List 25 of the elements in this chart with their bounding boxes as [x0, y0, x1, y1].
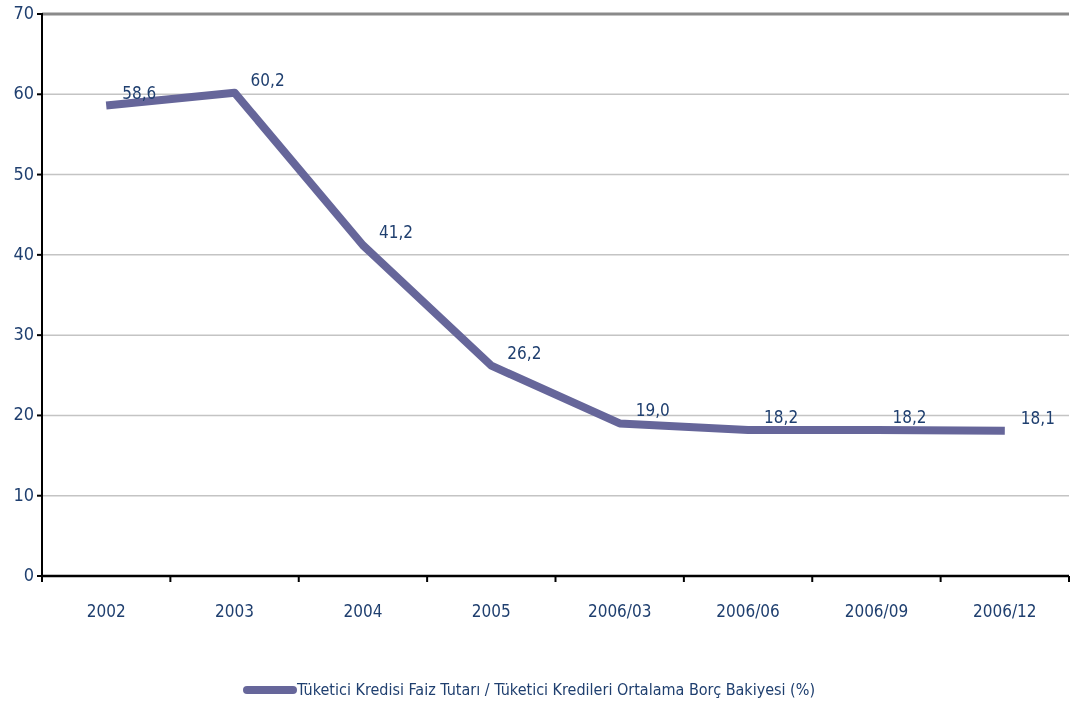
x-tick-label: 2006/03 — [587, 601, 652, 621]
x-tick-label: 2006/06 — [716, 601, 780, 621]
y-tick-label: 20 — [13, 403, 34, 425]
y-tick-label: 0 — [23, 564, 34, 585]
data-label: 18,2 — [892, 406, 927, 427]
data-label: 19,0 — [635, 400, 670, 421]
data-label: 41,2 — [378, 222, 413, 243]
y-tick-label: 40 — [13, 242, 34, 264]
data-label: 18,2 — [764, 406, 799, 427]
y-tick-label: 70 — [13, 2, 34, 23]
legend-label: Tüketici Kredisi Faiz Tutarı / Tüketici Kredileri Ortalama Borç Bakiyesi (%) — [296, 679, 816, 699]
x-tick-label: 2002 — [86, 601, 126, 621]
y-tick-label: 30 — [13, 323, 34, 345]
x-tick-label: 2006/09 — [844, 601, 909, 621]
data-label: 18,1 — [1020, 407, 1055, 428]
y-tick-label: 50 — [13, 162, 34, 184]
y-tick-label: 10 — [13, 483, 34, 505]
data-label: 60,2 — [250, 69, 285, 90]
y-tick-label: 60 — [13, 82, 34, 104]
x-tick-label: 2005 — [471, 601, 511, 621]
x-tick-label: 2003 — [215, 601, 255, 621]
x-tick-label: 2004 — [343, 601, 383, 621]
x-tick-label: 2006/12 — [973, 601, 1037, 621]
data-label: 26,2 — [507, 342, 542, 363]
data-label: 58,6 — [122, 82, 157, 103]
